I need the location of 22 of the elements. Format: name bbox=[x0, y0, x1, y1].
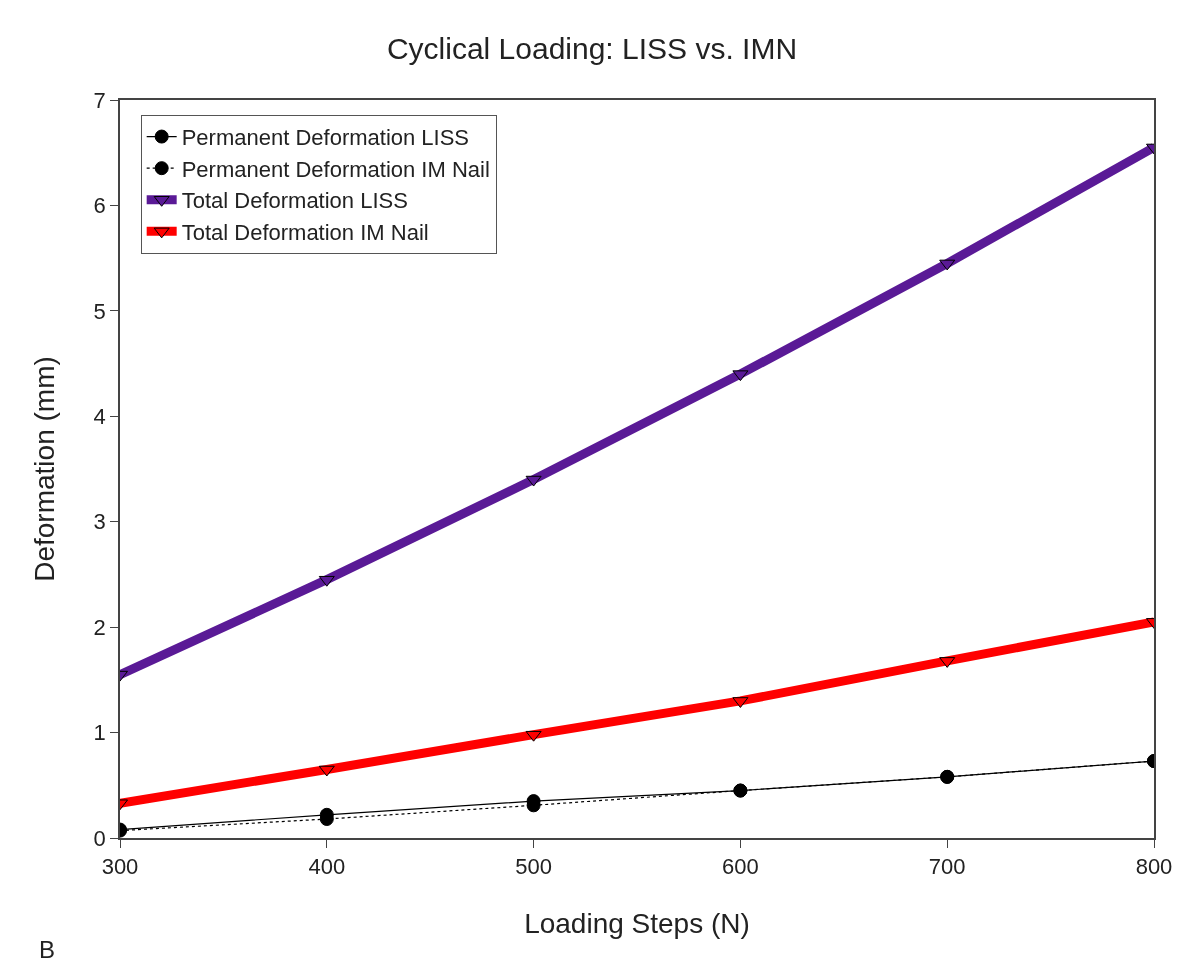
y-axis-title: Deformation (mm) bbox=[28, 356, 60, 582]
x-tick-label: 300 bbox=[101, 854, 139, 880]
legend-label: Total Deformation IM Nail bbox=[181, 219, 429, 245]
legend-label: Permanent Deformation IM Nail bbox=[181, 156, 490, 182]
y-tick-label: 1 bbox=[93, 720, 106, 746]
x-tick-label: 700 bbox=[928, 854, 966, 880]
y-tick-label: 0 bbox=[93, 825, 106, 851]
x-tick-label: 500 bbox=[515, 854, 552, 880]
y-tick-label: 3 bbox=[93, 509, 106, 535]
chart-title: Cyclical Loading: LISS vs. IMN bbox=[386, 32, 798, 66]
x-tick-label: 400 bbox=[308, 854, 346, 880]
y-tick-label: 2 bbox=[93, 614, 106, 640]
x-tick-label: 800 bbox=[1135, 854, 1173, 880]
text: B bbox=[39, 936, 56, 958]
x-axis-title: Loading Steps (N) bbox=[524, 907, 750, 939]
legend-label: Permanent Deformation LISS bbox=[181, 125, 470, 151]
legend-label: Total Deformation LISS bbox=[181, 188, 408, 214]
y-tick-label: 7 bbox=[93, 87, 106, 113]
y-tick-label: 4 bbox=[93, 403, 106, 429]
y-tick-label: 5 bbox=[93, 298, 106, 324]
y-tick-label: 6 bbox=[93, 193, 106, 219]
x-tick-label: 600 bbox=[722, 854, 759, 880]
